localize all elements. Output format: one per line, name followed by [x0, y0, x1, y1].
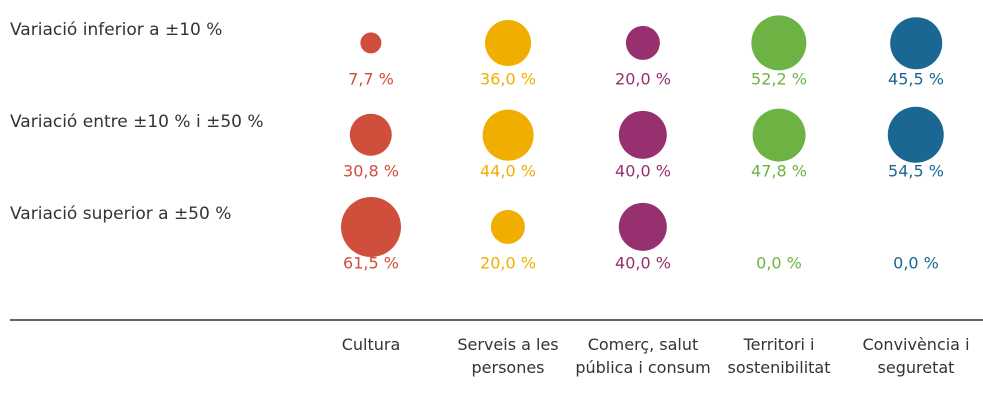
- value-label: 40,0 %: [615, 253, 671, 273]
- divider: [10, 319, 983, 321]
- value-label: 45,5 %: [888, 69, 944, 89]
- column-label: Convivència i seguretat: [862, 335, 970, 377]
- value-label: 54,5 %: [888, 161, 944, 181]
- value-label: 20,0 %: [615, 69, 671, 89]
- value-label: 20,0 %: [480, 253, 536, 273]
- column-label: Territori i sostenibilitat: [727, 335, 831, 377]
- column-label: Serveis a les persones: [457, 335, 559, 377]
- bubble: [618, 110, 668, 160]
- bubble: [360, 32, 382, 54]
- bubble: [341, 197, 401, 257]
- value-label: 47,8 %: [751, 161, 807, 181]
- value-label: 0,0 %: [756, 253, 802, 273]
- bubble: [890, 17, 942, 69]
- value-label: 0,0 %: [893, 253, 939, 273]
- value-label: 7,7 %: [348, 69, 394, 89]
- bubble: [618, 202, 668, 252]
- value-label: 30,8 %: [343, 161, 399, 181]
- value-label: 40,0 %: [615, 161, 671, 181]
- bubble: [485, 20, 531, 66]
- bubble: [751, 15, 807, 71]
- value-label: 52,2 %: [751, 69, 807, 89]
- bubble: [887, 106, 945, 164]
- value-label: 61,5 %: [343, 253, 399, 273]
- bubble: [349, 113, 393, 157]
- value-label: 44,0 %: [480, 161, 536, 181]
- row-label: Variació inferior a ±10 %: [10, 20, 223, 40]
- bubble: [482, 109, 534, 161]
- row-label: Variació superior a ±50 %: [10, 204, 232, 224]
- row-label: Variació entre ±10 % i ±50 %: [10, 112, 264, 132]
- column-label: Comerç, salut pública i consum: [575, 335, 711, 377]
- value-label: 36,0 %: [480, 69, 536, 89]
- bubble: [490, 209, 526, 245]
- bubble: [625, 25, 661, 61]
- bubble: [752, 108, 806, 162]
- column-label: Cultura: [341, 335, 401, 354]
